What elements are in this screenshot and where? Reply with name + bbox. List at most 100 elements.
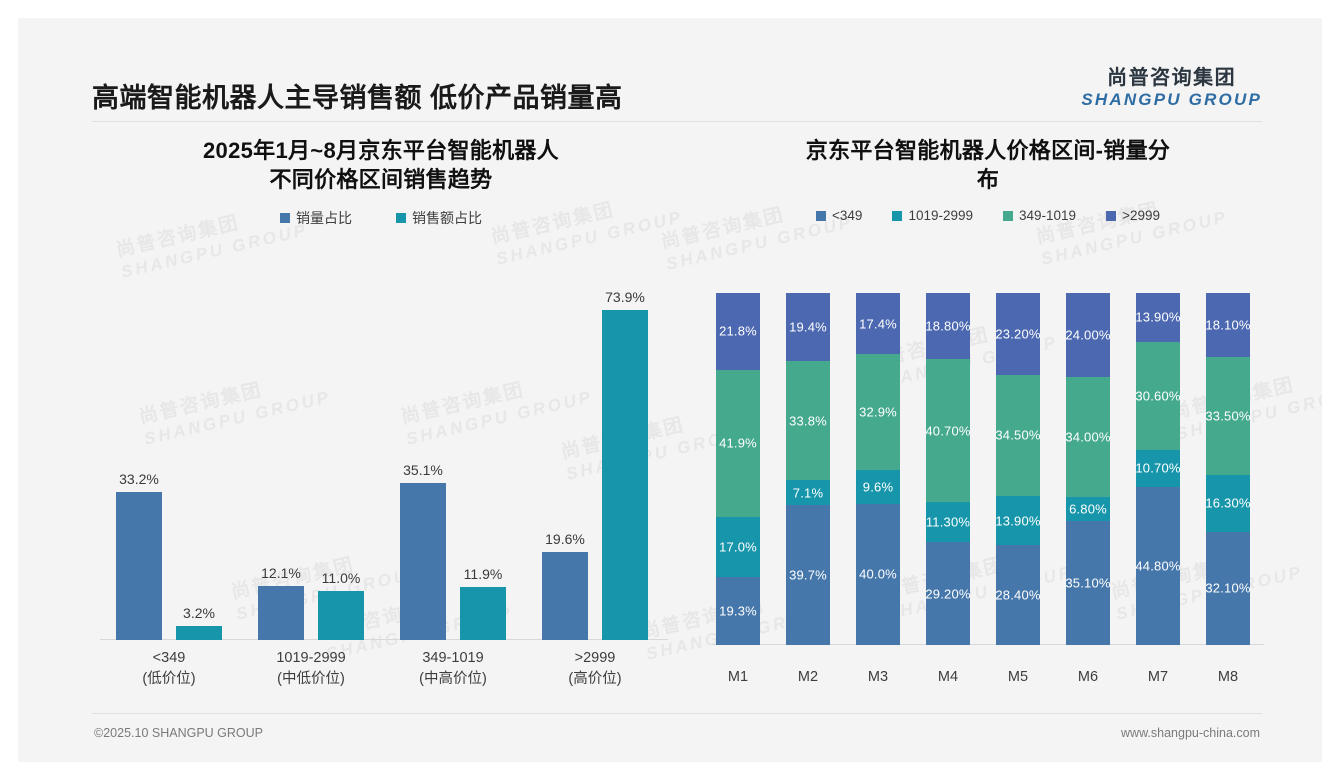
segment-value-label: 23.20% (996, 326, 1040, 342)
segment-value-label: 7.1% (792, 485, 824, 501)
right-chart-stack-m2: 19.4% 33.8% 7.1% 39.7% (786, 293, 830, 645)
right-chart-segment[interactable]: 23.20% (996, 293, 1040, 375)
bar-fill (116, 491, 162, 640)
right-chart-segment[interactable]: 35.10% (1066, 521, 1110, 645)
right-chart-segment[interactable]: 29.20% (926, 542, 970, 645)
left-chart-bar[interactable]: 19.6% (542, 531, 588, 640)
legend-swatch-icon (816, 210, 827, 221)
footer-website: www.shangpu-china.com (1121, 726, 1260, 740)
bar-value-label: 11.9% (463, 565, 503, 582)
left-chart-legend-item-0[interactable]: 销量占比 (280, 208, 352, 228)
segment-value-label: 9.6% (862, 479, 894, 495)
right-chart-segment[interactable]: 41.9% (716, 369, 760, 518)
segment-value-label: 39.7% (789, 567, 827, 583)
category-tier: (高价位) (568, 670, 622, 687)
right-chart-stack-m4: 18.80% 40.70% 11.30% 29.20% (926, 293, 970, 645)
left-chart-bar[interactable]: 11.0% (318, 570, 364, 640)
segment-value-label: 33.50% (1206, 408, 1250, 424)
right-chart-legend-item-3[interactable]: >2999 (1106, 208, 1160, 223)
right-chart-plot: 21.8% 41.9% 17.0% 19.3% M1 19.4% 33.8% 7.1% 39.7… (708, 291, 1268, 691)
right-chart-segment[interactable]: 10.70% (1136, 449, 1180, 488)
right-chart-category-label: M1 (727, 669, 749, 685)
right-chart-legend-item-0[interactable]: <349 (816, 208, 862, 223)
right-chart-segment[interactable]: 34.00% (1066, 377, 1110, 498)
right-chart-segment[interactable]: 44.80% (1136, 487, 1180, 645)
right-chart-segment[interactable]: 13.90% (1136, 293, 1180, 342)
right-chart-stack-m7: 13.90% 30.60% 10.70% 44.80% (1136, 293, 1180, 645)
legend-swatch-icon (892, 210, 903, 221)
left-chart-title: 2025年1月~8月京东平台智能机器人 不同价格区间销售趋势 (92, 136, 670, 194)
right-chart-segment[interactable]: 30.60% (1136, 341, 1180, 450)
legend-swatch-icon (1003, 210, 1013, 221)
right-chart-segment[interactable]: 39.7% (786, 505, 830, 645)
right-chart-segment[interactable]: 19.3% (716, 577, 760, 645)
segment-value-label: 40.70% (926, 423, 970, 439)
left-chart-legend: 销量占比 销售额占比 (92, 208, 670, 228)
left-chart-group-3: 19.6% 73.9% (528, 289, 662, 640)
left-chart-bar[interactable]: 73.9% (602, 289, 648, 640)
right-chart-category-label: M7 (1147, 669, 1169, 685)
segment-value-label: 44.80% (1136, 558, 1180, 574)
left-chart-bar[interactable]: 11.9% (460, 566, 506, 640)
segment-value-label: 29.20% (926, 586, 970, 602)
bar-fill (602, 310, 648, 640)
right-chart-segment[interactable]: 6.80% (1066, 497, 1110, 522)
company-logo: 尚普咨询集团 SHANGPU GROUP (1081, 68, 1262, 108)
legend-swatch-icon (396, 213, 406, 224)
left-chart-bar[interactable]: 12.1% (258, 565, 304, 640)
right-chart-segment[interactable]: 34.50% (996, 374, 1040, 497)
segment-value-label: 32.10% (1206, 580, 1250, 596)
category-tier: (中高价位) (419, 670, 487, 687)
right-chart-segment[interactable]: 19.4% (786, 293, 830, 362)
right-chart-segment[interactable]: 28.40% (996, 545, 1040, 645)
segment-value-label: 33.8% (789, 413, 827, 429)
segment-value-label: 10.70% (1136, 460, 1180, 476)
left-chart-bar[interactable]: 35.1% (400, 462, 446, 640)
right-chart-segment[interactable]: 18.80% (926, 293, 970, 360)
right-chart-segment[interactable]: 16.30% (1206, 474, 1250, 532)
right-chart-segment[interactable]: 17.4% (856, 293, 900, 355)
left-chart-bar[interactable]: 3.2% (176, 605, 222, 640)
right-chart-segment[interactable]: 40.0% (856, 503, 900, 645)
footer-divider (92, 713, 1262, 714)
right-chart-segment[interactable]: 7.1% (786, 480, 830, 506)
legend-label: <349 (832, 208, 863, 224)
legend-label: >2999 (1122, 208, 1160, 224)
bar-fill (318, 590, 364, 640)
right-chart-segment[interactable]: 17.0% (716, 517, 760, 578)
right-chart-segment[interactable]: 24.00% (1066, 293, 1110, 378)
page-title: 高端智能机器人主导销售额 低价产品销量高 (92, 83, 623, 113)
segment-value-label: 18.10% (1206, 317, 1250, 333)
category-range: <349 (152, 649, 186, 666)
right-chart-segment[interactable]: 18.10% (1206, 293, 1250, 357)
segment-value-label: 18.80% (926, 318, 970, 334)
right-chart-segment[interactable]: 40.70% (926, 359, 970, 503)
right-chart-axis-line (712, 644, 1264, 645)
right-chart-segment[interactable]: 33.50% (1206, 356, 1250, 475)
right-chart-segment[interactable]: 32.9% (856, 354, 900, 471)
segment-value-label: 32.9% (859, 404, 897, 420)
right-chart-legend: <349 1019-2999 349-1019 >2999 (708, 208, 1268, 223)
left-chart-bar[interactable]: 33.2% (116, 471, 162, 640)
segment-value-label: 13.90% (996, 513, 1040, 529)
segment-value-label: 28.40% (996, 587, 1040, 603)
right-chart-segment[interactable]: 11.30% (926, 502, 970, 543)
segment-value-label: 35.10% (1066, 575, 1110, 591)
segment-value-label: 24.00% (1066, 327, 1110, 343)
legend-label: 销量占比 (296, 210, 352, 227)
legend-swatch-icon (1106, 210, 1117, 221)
right-chart-segment[interactable]: 33.8% (786, 361, 830, 481)
left-chart-legend-item-1[interactable]: 销售额占比 (396, 208, 482, 228)
right-chart-category-label: M6 (1077, 669, 1099, 685)
right-chart-segment[interactable]: 21.8% (716, 293, 760, 370)
category-range: 349-1019 (422, 649, 484, 666)
left-chart-panel: 2025年1月~8月京东平台智能机器人 不同价格区间销售趋势 销量占比 销售额占比… (92, 136, 670, 716)
legend-swatch-icon (280, 213, 290, 224)
right-chart-segment[interactable]: 13.90% (996, 496, 1040, 546)
right-chart-segment[interactable]: 32.10% (1206, 531, 1250, 645)
right-chart-segment[interactable]: 9.6% (856, 470, 900, 504)
right-chart-legend-item-2[interactable]: 349-1019 (1003, 208, 1076, 223)
segment-value-label: 11.30% (926, 514, 970, 530)
bar-value-label: 19.6% (545, 531, 585, 548)
right-chart-legend-item-1[interactable]: 1019-2999 (892, 208, 973, 223)
